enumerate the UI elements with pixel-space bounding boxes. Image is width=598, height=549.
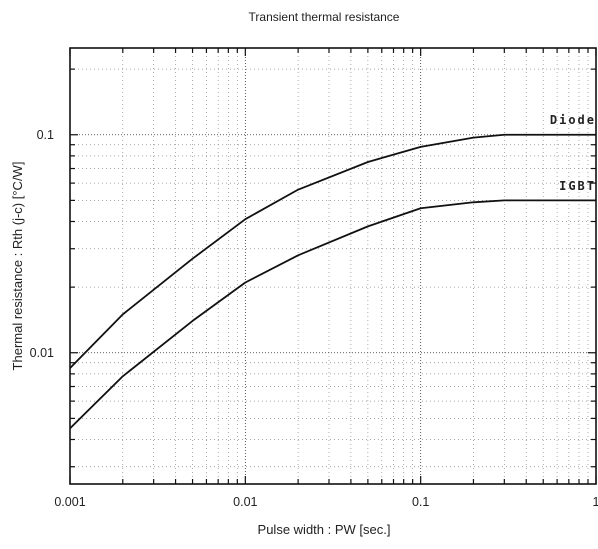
series-lines	[69, 133, 596, 429]
y-tick-label: 0.01	[30, 346, 54, 360]
chart-title: Transient thermal resistance	[249, 10, 400, 24]
x-tick-label: 0.1	[412, 495, 429, 509]
series-label-igbt: IGBT	[559, 179, 596, 193]
x-axis-title: Pulse width : PW [sec.]	[258, 522, 391, 537]
tick-labels: 0.001 0.01 0.1 1 0.01 0.1	[30, 128, 598, 509]
series-line-diode	[69, 133, 596, 369]
y-axis-title: Thermal resistance : Rth (j-c) [°C/W]	[10, 162, 25, 371]
axis-ticks	[69, 48, 597, 484]
x-tick-label: 0.001	[54, 495, 85, 509]
plot-frame	[69, 47, 597, 485]
grid	[69, 48, 597, 484]
x-tick-label: 1	[593, 495, 598, 509]
series-line-igbt	[69, 199, 596, 429]
x-tick-label: 0.01	[233, 495, 257, 509]
y-tick-label: 0.1	[37, 128, 54, 142]
series-label-diode: Diode	[550, 113, 596, 127]
